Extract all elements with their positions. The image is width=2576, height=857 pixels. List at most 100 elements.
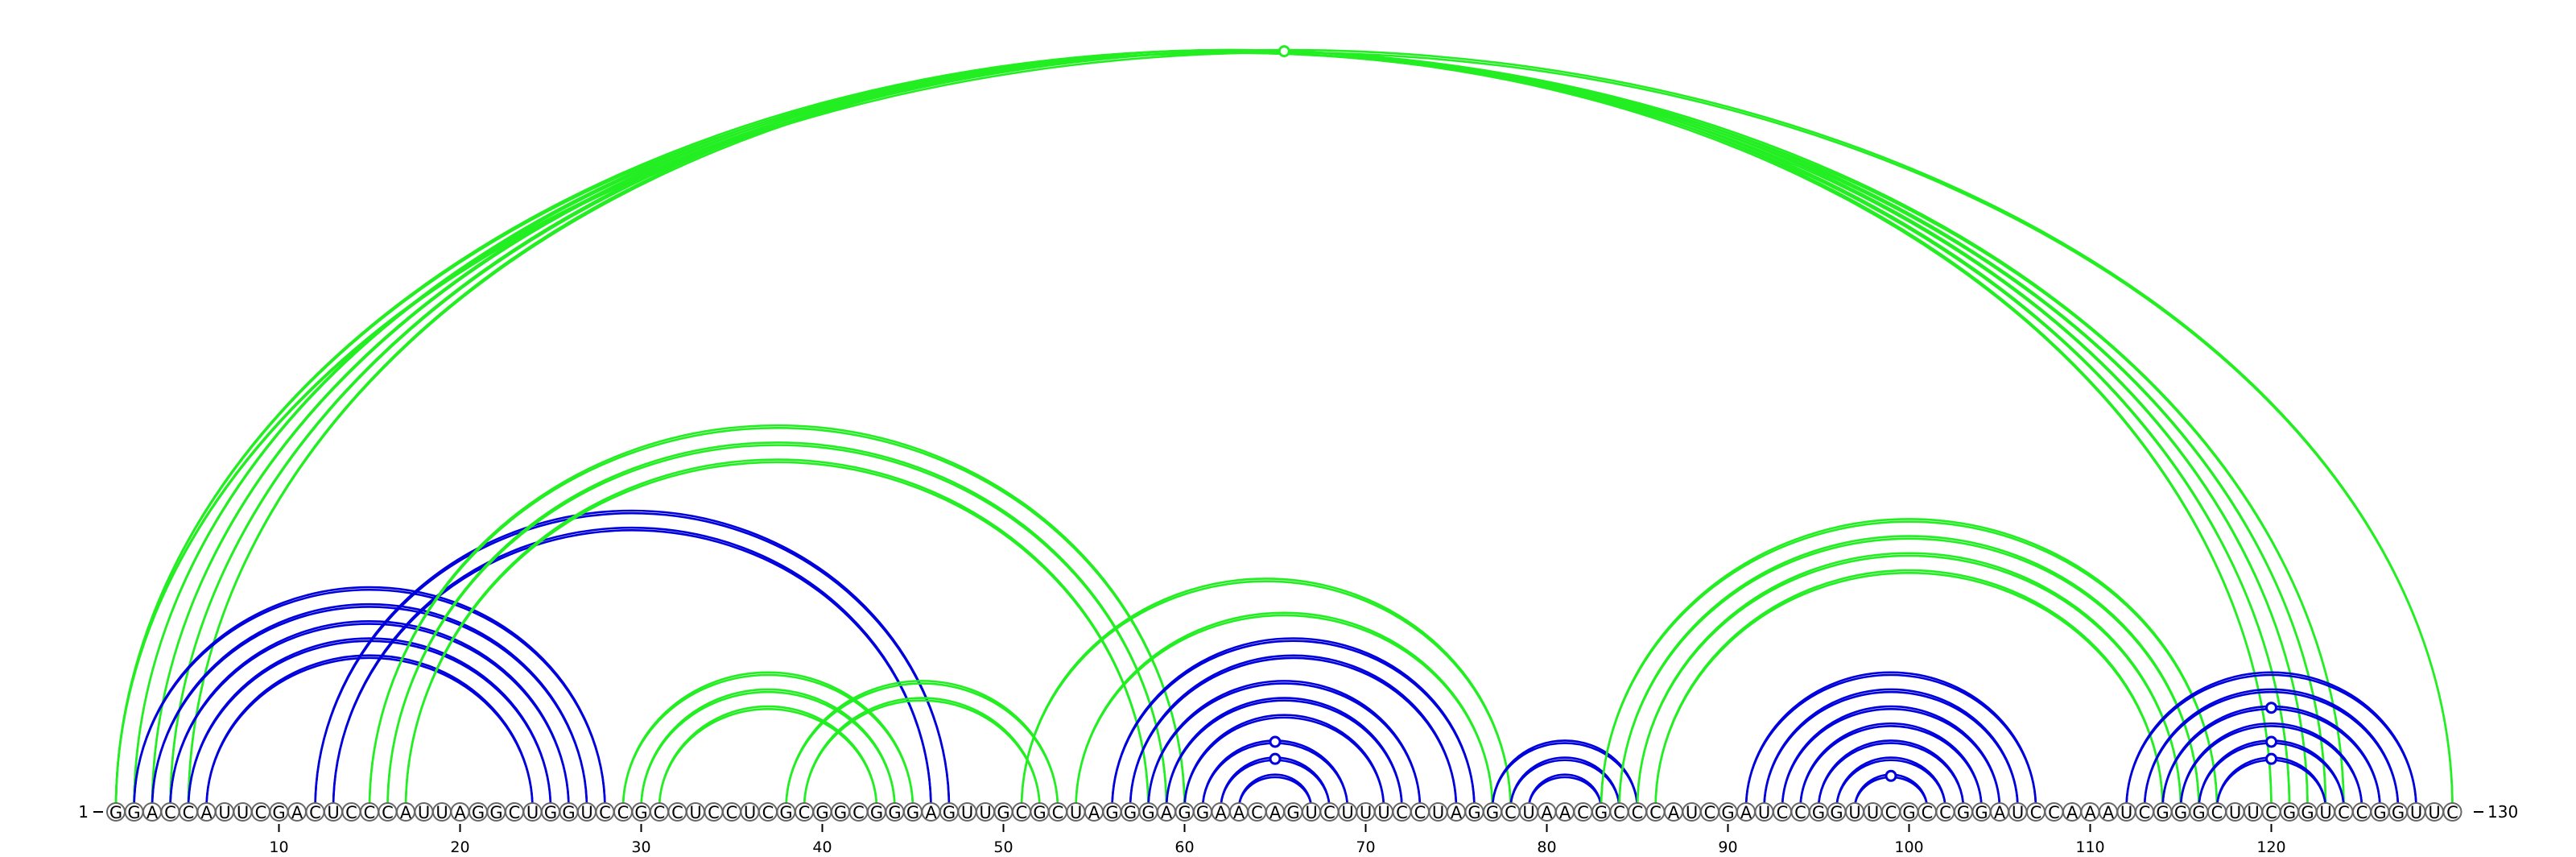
arc-79-83 bbox=[1527, 776, 1603, 809]
arc-78-84 bbox=[1509, 759, 1620, 809]
nucleotide-32: C bbox=[667, 802, 687, 822]
arc-6-24 bbox=[205, 656, 534, 809]
nucleotide-50: G bbox=[993, 802, 1013, 822]
nucleotide-59: A bbox=[1157, 802, 1176, 822]
arc-1-124 bbox=[114, 51, 2345, 809]
arc-15-60 bbox=[368, 424, 1186, 809]
nucleotide-103: G bbox=[1954, 802, 1973, 822]
arc-91-107 bbox=[1744, 673, 2037, 809]
nucleotide-letter: G bbox=[2192, 803, 2205, 822]
arc-92-106 bbox=[1763, 690, 2019, 809]
nucleotide-89: C bbox=[1700, 802, 1719, 822]
nucleotide-letter: C bbox=[799, 803, 811, 822]
nucleotide-letter: A bbox=[1233, 803, 1245, 822]
tick-label-110: 110 bbox=[2075, 838, 2104, 856]
arc-85-115 bbox=[1636, 552, 2182, 809]
tick-label-30: 30 bbox=[631, 838, 650, 856]
nucleotide-112: U bbox=[2116, 802, 2136, 822]
nucleotide-letter: A bbox=[454, 803, 466, 822]
nucleotide-letter: A bbox=[147, 803, 159, 822]
nucleotide-letter: G bbox=[834, 803, 847, 822]
arc-38-53 bbox=[785, 682, 1059, 809]
nucleotide-letter: C bbox=[1613, 803, 1625, 822]
nucleotide-letter: C bbox=[309, 803, 321, 822]
nucleotide-20: A bbox=[450, 802, 470, 822]
nucleotide-5: C bbox=[179, 802, 198, 822]
nucleotide-letter: U bbox=[218, 803, 230, 822]
arc-31-43 bbox=[658, 705, 878, 809]
nucleotide-letter: C bbox=[2338, 803, 2350, 822]
nucleotide-letter: C bbox=[762, 803, 774, 822]
nucleotide-73: C bbox=[1410, 802, 1430, 822]
nucleotide-30: G bbox=[631, 802, 651, 822]
nucleotide-letter: C bbox=[1414, 803, 1426, 822]
nucleotide-letter: U bbox=[961, 803, 973, 822]
arc-83-117 bbox=[1600, 520, 2219, 809]
nucleotide-8: U bbox=[233, 802, 253, 822]
nucleotide-letter: G bbox=[943, 803, 956, 822]
nucleotide-67: U bbox=[1302, 802, 1321, 822]
arc-17-58 bbox=[404, 458, 1150, 809]
nucleotide-letter: G bbox=[1196, 803, 1209, 822]
nucleotide-120: C bbox=[2261, 802, 2281, 822]
nucleotide-96: G bbox=[1827, 802, 1847, 822]
nucleotide-54: U bbox=[1066, 802, 1086, 822]
nucleotide-letter: C bbox=[2211, 803, 2223, 822]
nucleotide-letter: C bbox=[1939, 803, 1951, 822]
nucleotide-letter: A bbox=[2084, 803, 2096, 822]
nucleotide-letter: C bbox=[671, 803, 683, 822]
nucleotide-65: A bbox=[1265, 802, 1285, 822]
nucleotide-letter: U bbox=[237, 803, 249, 822]
nucleotide-letter: C bbox=[364, 803, 376, 822]
position-ticks: 10 20 30 40 50 60 70 80 90 100 110 120 bbox=[269, 824, 2286, 856]
nucleotide-121: G bbox=[2280, 802, 2299, 822]
nucleotide-97: U bbox=[1845, 802, 1864, 822]
nucleotide-45: G bbox=[903, 802, 923, 822]
tick-label-90: 90 bbox=[1718, 838, 1737, 856]
arc-84-116 bbox=[1618, 537, 2200, 809]
nucleotide-letter: A bbox=[1215, 803, 1227, 822]
arc-94-104 bbox=[1799, 722, 1983, 809]
nucleotide-letter: A bbox=[1740, 803, 1752, 822]
nucleotide-2: G bbox=[124, 802, 144, 822]
arc-marker-116-124 bbox=[2265, 735, 2277, 748]
nucleotide-letter: C bbox=[164, 803, 176, 822]
nucleotide-6: A bbox=[196, 802, 217, 822]
nucleotide-52: G bbox=[1030, 802, 1050, 822]
nucleotide-letter: U bbox=[2247, 803, 2259, 822]
nucleotide-letter: A bbox=[2066, 803, 2079, 822]
nucleotide-letter: C bbox=[345, 803, 357, 822]
nucleotide-115: G bbox=[2171, 802, 2190, 822]
nucleotide-42: C bbox=[848, 802, 869, 822]
nucleotide-letter: C bbox=[255, 803, 267, 822]
arc-marker-1-130 bbox=[1278, 45, 1290, 58]
nucleotide-letter: G bbox=[1124, 803, 1137, 822]
end-position-label: 130 bbox=[2487, 802, 2518, 822]
nucleotide-letter: C bbox=[1632, 803, 1644, 822]
nucleotide-72: C bbox=[1392, 802, 1412, 822]
nucleotide-110: A bbox=[2080, 802, 2100, 822]
nucleotide-36: U bbox=[740, 802, 760, 822]
nucleotide-letter: U bbox=[2428, 803, 2440, 822]
nucleotide-letter: G bbox=[1178, 803, 1191, 822]
nucleotide-91: A bbox=[1736, 802, 1756, 822]
nucleotide-letter: U bbox=[418, 803, 430, 822]
nucleotide-66: G bbox=[1283, 802, 1303, 822]
nucleotide-60: G bbox=[1174, 802, 1195, 822]
nucleotide-letter: C bbox=[1704, 803, 1716, 822]
arc-4-26 bbox=[169, 620, 570, 809]
nucleotide-letter: U bbox=[689, 803, 701, 822]
arc-marker-62-68 bbox=[1269, 752, 1282, 765]
nucleotide-letter: U bbox=[1867, 803, 1879, 822]
nucleotide-29: C bbox=[613, 802, 633, 822]
nucleotide-23: C bbox=[505, 802, 524, 822]
nucleotide-51: C bbox=[1012, 802, 1031, 822]
nucleotide-81: A bbox=[1555, 802, 1575, 822]
nucleotide-55: A bbox=[1084, 802, 1104, 822]
nucleotide-16: C bbox=[378, 802, 398, 822]
arc-12-47 bbox=[314, 511, 951, 809]
nucleotide-letter: G bbox=[2301, 803, 2314, 822]
arc-31-43 bbox=[658, 708, 878, 809]
nucleotide-letter: A bbox=[2103, 803, 2115, 822]
